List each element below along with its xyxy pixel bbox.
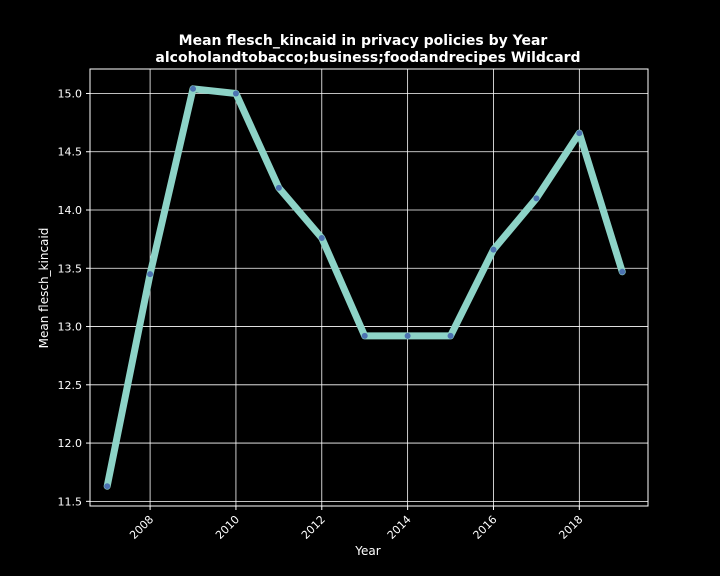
x-tick-label: 2018 xyxy=(556,513,585,542)
y-tick-label: 15.0 xyxy=(58,87,83,100)
chart-title: Mean flesch_kincaid in privacy policies … xyxy=(179,33,548,49)
x-tick-label: 2012 xyxy=(299,513,328,542)
data-point xyxy=(361,332,368,339)
y-tick-label: 14.0 xyxy=(58,204,83,217)
data-point xyxy=(104,483,111,490)
data-point xyxy=(576,130,583,137)
data-point xyxy=(232,90,239,97)
y-tick-label: 13.0 xyxy=(58,321,83,334)
data-point xyxy=(490,246,497,253)
y-tick-label: 12.0 xyxy=(58,437,83,450)
data-point xyxy=(190,85,197,92)
x-tick-label: 2016 xyxy=(471,513,500,542)
series-layer xyxy=(103,85,626,490)
y-axis-label: Mean flesch_kincaid xyxy=(37,228,51,349)
series-line xyxy=(103,85,626,490)
x-tick-label: 2014 xyxy=(385,513,414,542)
chart-subtitle: alcoholandtobacco;business;foodandrecipe… xyxy=(155,50,580,66)
y-tick-label: 11.5 xyxy=(58,495,83,508)
y-tick-label: 12.5 xyxy=(58,379,83,392)
data-point xyxy=(318,234,325,241)
data-point xyxy=(533,195,540,202)
data-point xyxy=(404,332,411,339)
grid xyxy=(90,69,648,506)
data-point xyxy=(619,268,626,275)
plot-frame xyxy=(89,68,649,507)
x-tick-label: 2008 xyxy=(127,513,156,542)
data-point xyxy=(447,332,454,339)
x-tick-label: 2010 xyxy=(213,513,242,542)
x-axis-label: Year xyxy=(354,544,380,558)
y-tick-label: 14.5 xyxy=(58,146,83,159)
data-point xyxy=(147,271,154,278)
data-point xyxy=(275,184,282,191)
y-tick-label: 13.5 xyxy=(58,262,83,275)
